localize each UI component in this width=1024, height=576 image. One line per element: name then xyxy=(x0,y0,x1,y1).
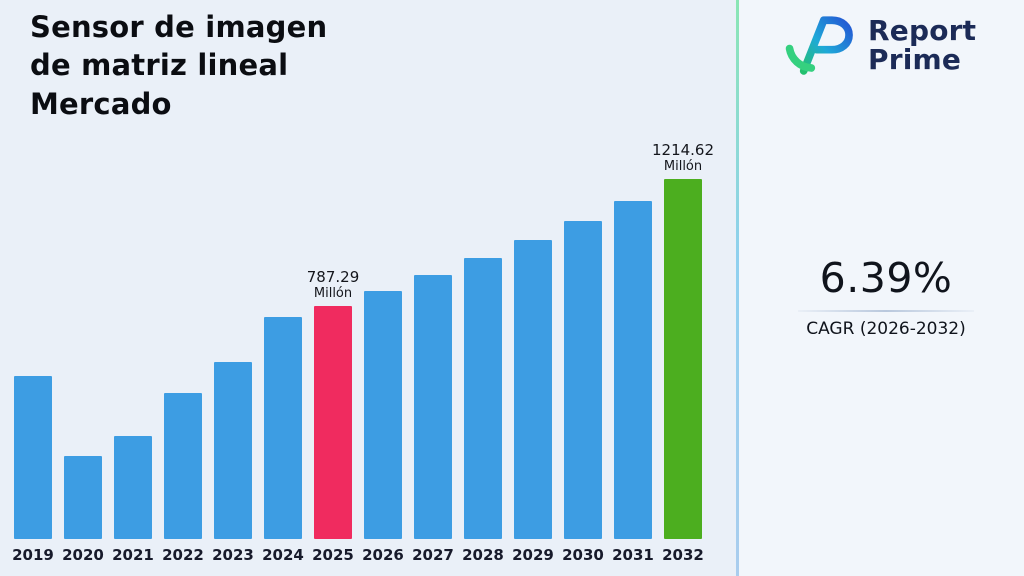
bar-group-2028: 2028 xyxy=(462,258,504,564)
stats-panel xyxy=(739,0,1024,576)
bar-2019 xyxy=(14,376,52,539)
bar-group-2032: 1214.62 Millón 2032 xyxy=(652,141,714,564)
report-prime-logo-icon xyxy=(785,16,853,75)
brand-name-line-1: Report xyxy=(868,13,977,47)
bar-group-2031: 2031 xyxy=(612,201,654,564)
bar-group-2026: 2026 xyxy=(362,291,404,564)
bar-group-2023: 2023 xyxy=(212,362,254,564)
bar-2031 xyxy=(614,201,652,539)
bar-2023 xyxy=(214,362,252,539)
x-axis-label-2028: 2028 xyxy=(462,546,504,564)
bar-group-2020: 2020 xyxy=(62,456,104,564)
brand-name-line-2: Prime xyxy=(868,43,962,76)
x-axis-label-2023: 2023 xyxy=(212,546,254,564)
panel-divider xyxy=(736,0,739,576)
bar-group-2029: 2029 xyxy=(512,240,554,564)
page-title-line-3: Mercado xyxy=(30,86,172,121)
cagr-value: 6.39% xyxy=(819,254,953,302)
x-axis-label-2032: 2032 xyxy=(662,546,704,564)
x-axis-label-2029: 2029 xyxy=(512,546,554,564)
bar-2021 xyxy=(114,436,152,539)
cagr-block: 6.39% CAGR (2026-2032) xyxy=(796,254,976,339)
x-axis-label-2021: 2021 xyxy=(112,546,154,564)
bar-2029 xyxy=(514,240,552,539)
page-title: Sensor de imagen de matriz lineal Mercad… xyxy=(30,8,370,123)
bar-2028 xyxy=(464,258,502,539)
bar-group-2019: 2019 xyxy=(12,376,54,564)
bar-value-label-2032: 1214.62 Millón xyxy=(651,141,715,174)
bar-value-label-2025: 787.29 Millón xyxy=(306,268,360,301)
bar-2030 xyxy=(564,221,602,539)
bar-2026 xyxy=(364,291,402,539)
cagr-underline xyxy=(798,310,974,312)
x-axis-label-2025: 2025 xyxy=(312,546,354,564)
page-title-line-1: Sensor de imagen xyxy=(30,10,328,44)
bar-chart: 2019 2020 2021 2022 2023 2024 787.29 Millón 2025… xyxy=(12,141,714,564)
bar-2027 xyxy=(414,275,452,539)
cagr-label: CAGR (2026-2032) xyxy=(806,319,966,339)
bar-group-2030: 2030 xyxy=(562,221,604,564)
x-axis-label-2019: 2019 xyxy=(12,546,54,564)
x-axis-label-2027: 2027 xyxy=(412,546,454,564)
bar-group-2027: 2027 xyxy=(412,275,454,564)
x-axis-label-2022: 2022 xyxy=(162,546,204,564)
bar-2032 xyxy=(664,179,702,539)
bar-group-2021: 2021 xyxy=(112,436,154,564)
bar-2022 xyxy=(164,393,202,539)
bar-2025 xyxy=(314,306,352,539)
x-axis-label-2030: 2030 xyxy=(562,546,604,564)
bar-group-2022: 2022 xyxy=(162,393,204,564)
x-axis-label-2031: 2031 xyxy=(612,546,654,564)
bar-group-2024: 2024 xyxy=(262,317,304,564)
bar-2020 xyxy=(64,456,102,539)
brand-name: Report Prime xyxy=(868,16,976,74)
x-axis-label-2026: 2026 xyxy=(362,546,404,564)
x-axis-label-2020: 2020 xyxy=(62,546,104,564)
bar-2024 xyxy=(264,317,302,539)
x-axis-label-2024: 2024 xyxy=(262,546,304,564)
bar-group-2025: 787.29 Millón 2025 xyxy=(307,268,360,564)
brand-header: Report Prime xyxy=(780,12,976,78)
page-title-line-2: de matriz lineal xyxy=(30,48,289,83)
